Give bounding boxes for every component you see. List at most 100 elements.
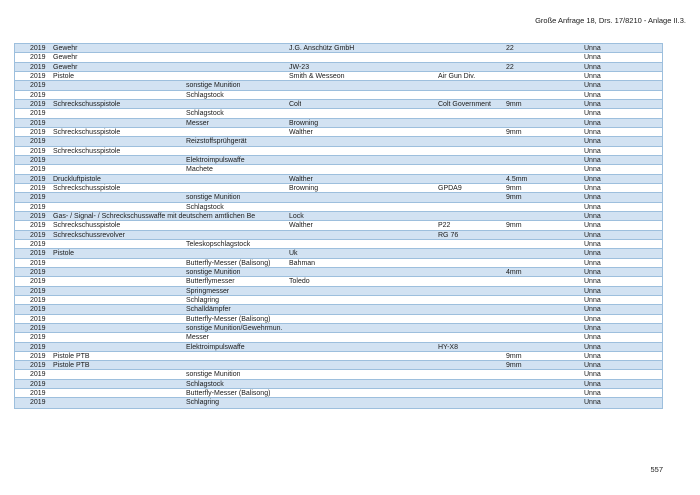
table-cell: 22	[506, 63, 514, 71]
table-cell: Schreckschusspistole	[53, 147, 121, 155]
table-cell: Butterfly-Messer (Balisong)	[186, 259, 271, 267]
table-cell: Schlagring	[186, 296, 220, 304]
document-header-reference: Große Anfrage 18, Drs. 17/8210 - Anlage …	[535, 16, 686, 25]
table-cell: 2019	[30, 390, 46, 398]
table-cell: Schlagstock	[186, 380, 224, 388]
table-row: 2019 Schreckschussrevolver RG 76 Unna	[15, 230, 662, 240]
table-cell: Bahman	[289, 259, 316, 267]
table-cell: 2019	[30, 63, 46, 71]
table-row: 2019 sonstige Munition Unna	[15, 370, 662, 380]
table-cell: 2019	[30, 343, 46, 351]
table-cell: Uk	[289, 250, 298, 258]
table-cell: 2019	[30, 175, 46, 183]
table-cell: 9mm	[506, 222, 522, 230]
table-row: 2019 Gas- / Signal- / Schreckschusswaffe …	[15, 211, 662, 222]
table-row: 2019 Schalldämpfer Unna	[15, 305, 662, 315]
table-cell: Unna	[584, 306, 601, 314]
table-cell: sonstige Munition	[186, 268, 241, 276]
table-cell: Schlagstock	[186, 203, 224, 211]
table-cell: Gewehr	[53, 45, 78, 52]
table-cell: Unna	[584, 278, 601, 286]
table-cell: 2019	[30, 352, 46, 360]
table-row: 2019 sonstige Munition 9mm Unna	[15, 193, 662, 203]
table-cell: Messer	[186, 334, 209, 342]
table-cell: Springmesser	[186, 287, 230, 295]
table-cell: 2019	[30, 371, 46, 379]
table-cell: Unna	[584, 128, 601, 136]
table-row: 2019 Gewehr J.G. Anschütz GmbH 22 Unna	[15, 44, 662, 54]
table-cell: 9mm	[506, 184, 522, 192]
table-cell: Unna	[584, 334, 601, 342]
table-cell: Schlagstock	[186, 110, 224, 118]
table-cell: Unna	[584, 147, 601, 155]
table-row: 2019 Schreckschusspistole Walther 9mm Unna	[15, 127, 662, 138]
table-cell: 22	[506, 45, 514, 52]
table-row: 2019 Pistole PTB 9mm Unna	[15, 361, 662, 371]
table-cell: 2019	[30, 138, 46, 146]
table-cell: Unna	[584, 380, 601, 388]
table-cell: Elektroimpulswaffe	[186, 156, 245, 164]
table-cell: Pistole PTB	[53, 352, 90, 360]
table-cell: Unna	[584, 72, 601, 80]
table-cell: sonstige Munition	[186, 194, 241, 202]
table-cell: 2019	[30, 91, 46, 99]
table-cell: Pistole PTB	[53, 362, 90, 370]
table-row: 2019 Reizstoffsprühgerät Unna	[15, 137, 662, 147]
table-cell: Unna	[584, 175, 601, 183]
table-cell: Unna	[584, 250, 601, 258]
table-cell: Unna	[584, 231, 601, 239]
table-cell: P22	[438, 222, 451, 230]
table-cell: Smith & Wesseon	[289, 72, 345, 80]
table-cell: Gewehr	[53, 63, 78, 71]
table-cell: 2019	[30, 45, 46, 52]
table-row: 2019 Gewehr Unna	[15, 53, 662, 63]
table-cell: 2019	[30, 194, 46, 202]
table-cell: Unna	[584, 138, 601, 146]
table-cell: Unna	[584, 110, 601, 118]
table-cell: Unna	[584, 63, 601, 71]
table-cell: 9mm	[506, 362, 522, 370]
table-cell: Pistole	[53, 72, 75, 80]
table-cell: Unna	[584, 222, 601, 230]
table-row: 2019 Schreckschusspistole Colt Colt Governm…	[15, 99, 662, 110]
table-cell: Elektroimpulswaffe	[186, 343, 245, 351]
table-cell: 2019	[30, 250, 46, 258]
table-cell: Unna	[584, 399, 601, 407]
table-cell: HY-X8	[438, 343, 458, 351]
table-cell: 2019	[30, 324, 46, 332]
table-cell: GPDA9	[438, 184, 462, 192]
table-cell: 9mm	[506, 352, 522, 360]
table-row: 2019 sonstige Munition Unna	[15, 81, 662, 91]
table-row: 2019 Schlagring Unna	[15, 398, 662, 408]
table-cell: Reizstoffsprühgerät	[186, 138, 247, 146]
table-cell: Unna	[584, 194, 601, 202]
table-cell: 4.5mm	[506, 175, 528, 183]
table-cell: 2019	[30, 278, 46, 286]
table-cell: Walther	[289, 128, 313, 136]
table-cell: Walther	[289, 175, 313, 183]
table-cell: Unna	[584, 100, 601, 108]
table-row: 2019 Messer Unna	[15, 333, 662, 343]
table-cell: Schreckschusspistole	[53, 128, 121, 136]
table-cell: Machete	[186, 166, 213, 174]
table-cell: 2019	[30, 334, 46, 342]
weapons-table: 2019 Gewehr J.G. Anschütz GmbH 22 Unna 2019 Ge…	[14, 43, 663, 409]
table-row: 2019 Schreckschusspistole Unna	[15, 146, 662, 156]
table-row: 2019 Machete Unna	[15, 165, 662, 175]
table-cell: Unna	[584, 390, 601, 398]
table-cell: 2019	[30, 119, 46, 127]
table-row: 2019 Schreckschusspistole Browning GPDA9 9mm…	[15, 183, 662, 194]
table-cell: Messer	[186, 119, 209, 127]
table-cell: 2019	[30, 296, 46, 304]
table-cell: Browning	[289, 184, 319, 192]
table-cell: Toledo	[289, 278, 310, 286]
table-cell: Unna	[584, 166, 601, 174]
table-cell: Colt Government	[438, 100, 491, 108]
table-cell: Schlagstock	[186, 91, 224, 99]
table-cell: 2019	[30, 203, 46, 211]
table-row: 2019 Schlagstock Unna	[15, 109, 662, 119]
table-cell: 9mm	[506, 194, 522, 202]
table-cell: 2019	[30, 399, 46, 407]
table-cell: Unna	[584, 184, 601, 192]
table-cell: sonstige Munition	[186, 371, 241, 379]
